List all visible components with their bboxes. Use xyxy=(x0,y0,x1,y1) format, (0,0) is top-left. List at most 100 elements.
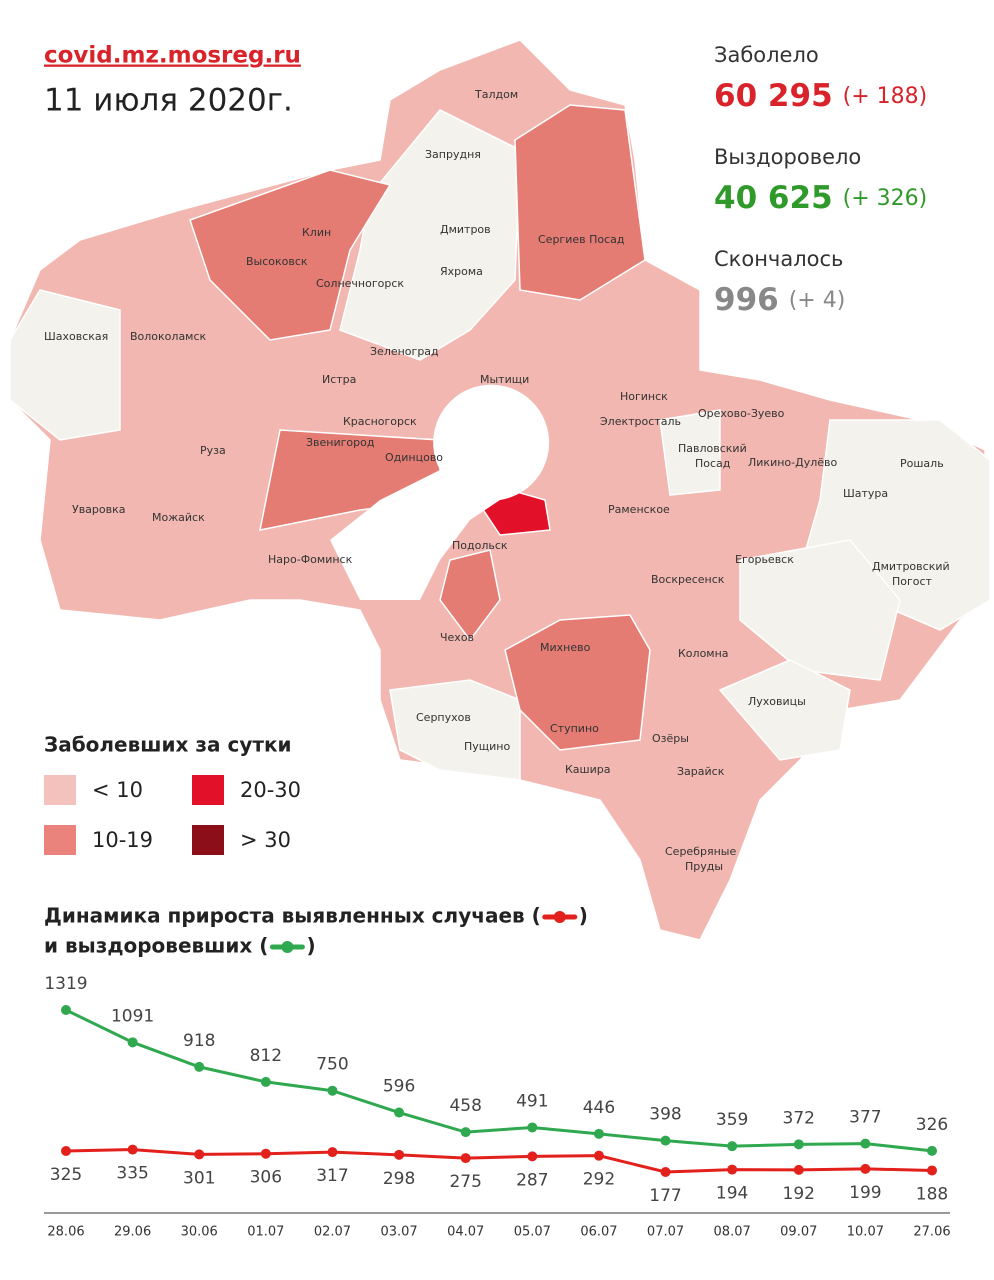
value-label: 317 xyxy=(316,1166,348,1186)
map-label: Посад xyxy=(695,457,731,470)
value-label: 292 xyxy=(583,1170,615,1190)
value-label: 326 xyxy=(916,1115,948,1135)
stat-delta: (+ 4) xyxy=(789,288,846,313)
map-label: Погост xyxy=(892,575,933,588)
map-label: Красногорск xyxy=(343,415,417,428)
point xyxy=(127,1144,138,1155)
value-label: 325 xyxy=(50,1165,82,1185)
map-label: Михнево xyxy=(540,641,591,654)
value-label: 301 xyxy=(183,1168,215,1188)
map-label: Раменское xyxy=(608,503,670,516)
point xyxy=(660,1167,671,1177)
legend-item: > 30 xyxy=(240,828,291,852)
x-tick-label: 10.07 xyxy=(847,1225,884,1240)
x-tick-label: 05.07 xyxy=(514,1225,551,1240)
x-tick-label: 27.06 xyxy=(913,1225,950,1240)
point xyxy=(460,1127,471,1138)
map-label: Коломна xyxy=(678,647,729,660)
point xyxy=(327,1147,338,1158)
x-tick-label: 28.06 xyxy=(47,1225,84,1240)
x-tick-label: 02.07 xyxy=(314,1225,351,1240)
map-label: Дмитров xyxy=(440,223,491,236)
point xyxy=(327,1085,338,1096)
map-label: Пруды xyxy=(685,860,723,873)
map-label: Орехово-Зуево xyxy=(698,407,785,420)
map-label: Шатура xyxy=(843,487,888,500)
stat: 40 625 (+ 326) xyxy=(714,180,927,216)
value-label: 918 xyxy=(183,1031,215,1051)
x-tick-label: 30.06 xyxy=(181,1225,218,1240)
chart-title: Динамика прироста выявленных случаев ( xyxy=(44,904,541,928)
date: 11 июля 2020г. xyxy=(44,83,293,119)
value-label: 812 xyxy=(250,1046,282,1066)
map-label: Яхрома xyxy=(440,265,483,278)
legend-item: < 10 xyxy=(92,778,143,802)
value-label: 188 xyxy=(916,1184,948,1204)
stat-label: Выздоровело xyxy=(714,145,861,169)
map-label: Шаховская xyxy=(44,330,108,343)
point xyxy=(860,1138,871,1149)
stat-value: 40 625 xyxy=(714,180,833,216)
legend-item: 10-19 xyxy=(92,828,153,852)
value-label: 359 xyxy=(716,1110,748,1130)
point xyxy=(194,1149,205,1160)
value-label: 596 xyxy=(383,1077,415,1097)
value-label: 177 xyxy=(649,1186,681,1206)
x-tick-label: 07.07 xyxy=(647,1225,684,1240)
point xyxy=(460,1153,471,1164)
map-label: Можайск xyxy=(152,511,205,524)
chart-title: и выздоровевших ( xyxy=(44,934,268,958)
value-label: 194 xyxy=(716,1184,748,1204)
site: covid.mz.mosreg.ru xyxy=(44,43,301,69)
legend-marker xyxy=(553,911,566,923)
stat-label: Скончалось xyxy=(714,247,843,271)
x-tick-label: 09.07 xyxy=(780,1225,817,1240)
value-label: 750 xyxy=(316,1055,348,1075)
point xyxy=(793,1164,804,1175)
map-label: Ступино xyxy=(550,722,599,735)
map-label: Солнечногорск xyxy=(316,277,404,290)
value-label: 377 xyxy=(849,1108,881,1128)
map-label: Серебряные xyxy=(665,845,736,858)
value-label: 372 xyxy=(783,1108,815,1128)
stat-delta: (+ 188) xyxy=(843,84,928,109)
map-label: Серпухов xyxy=(416,711,471,724)
map-label: Клин xyxy=(302,226,331,239)
legend-swatch xyxy=(192,825,224,855)
map-label: Одинцово xyxy=(385,451,443,464)
map-label: Луховицы xyxy=(748,695,806,708)
x-tick-label: 06.07 xyxy=(580,1225,617,1240)
chart-title: ) xyxy=(306,934,315,958)
point xyxy=(860,1163,871,1174)
value-label: 199 xyxy=(849,1183,881,1203)
x-tick-label: 04.07 xyxy=(447,1225,484,1240)
point xyxy=(61,1005,71,1015)
legend-item: 20-30 xyxy=(240,778,301,802)
stat-value: 60 295 xyxy=(714,78,833,114)
map-label: Руза xyxy=(200,444,226,457)
map-labels: Талдом Запрудня Дмитров Яхрома Сергиев П… xyxy=(44,88,950,873)
stat-label: Заболело xyxy=(714,43,819,67)
stat-value: 996 xyxy=(714,282,779,318)
map-label: Кашира xyxy=(565,763,611,776)
value-label: 491 xyxy=(516,1091,548,1111)
map-label: Рошаль xyxy=(900,457,944,470)
point xyxy=(61,1146,71,1157)
point xyxy=(394,1149,405,1160)
value-label: 335 xyxy=(116,1164,148,1184)
map-label: Уваровка xyxy=(72,503,126,516)
map-label: Ликино-Дулёво xyxy=(748,456,837,469)
map-label: Высоковск xyxy=(246,255,308,268)
point xyxy=(593,1150,604,1161)
point xyxy=(194,1061,205,1072)
map-label: Мытищи xyxy=(480,373,529,386)
map-label: Зеленоград xyxy=(370,345,439,358)
legend-marker xyxy=(281,941,294,953)
legend-title: Заболевших за сутки xyxy=(44,733,292,757)
map-label: Наро-Фоминск xyxy=(268,553,353,566)
map-label: Подольск xyxy=(452,539,508,552)
legend-swatch xyxy=(44,775,76,805)
map-label: Зарайск xyxy=(677,765,725,778)
series-line xyxy=(65,1148,933,1174)
